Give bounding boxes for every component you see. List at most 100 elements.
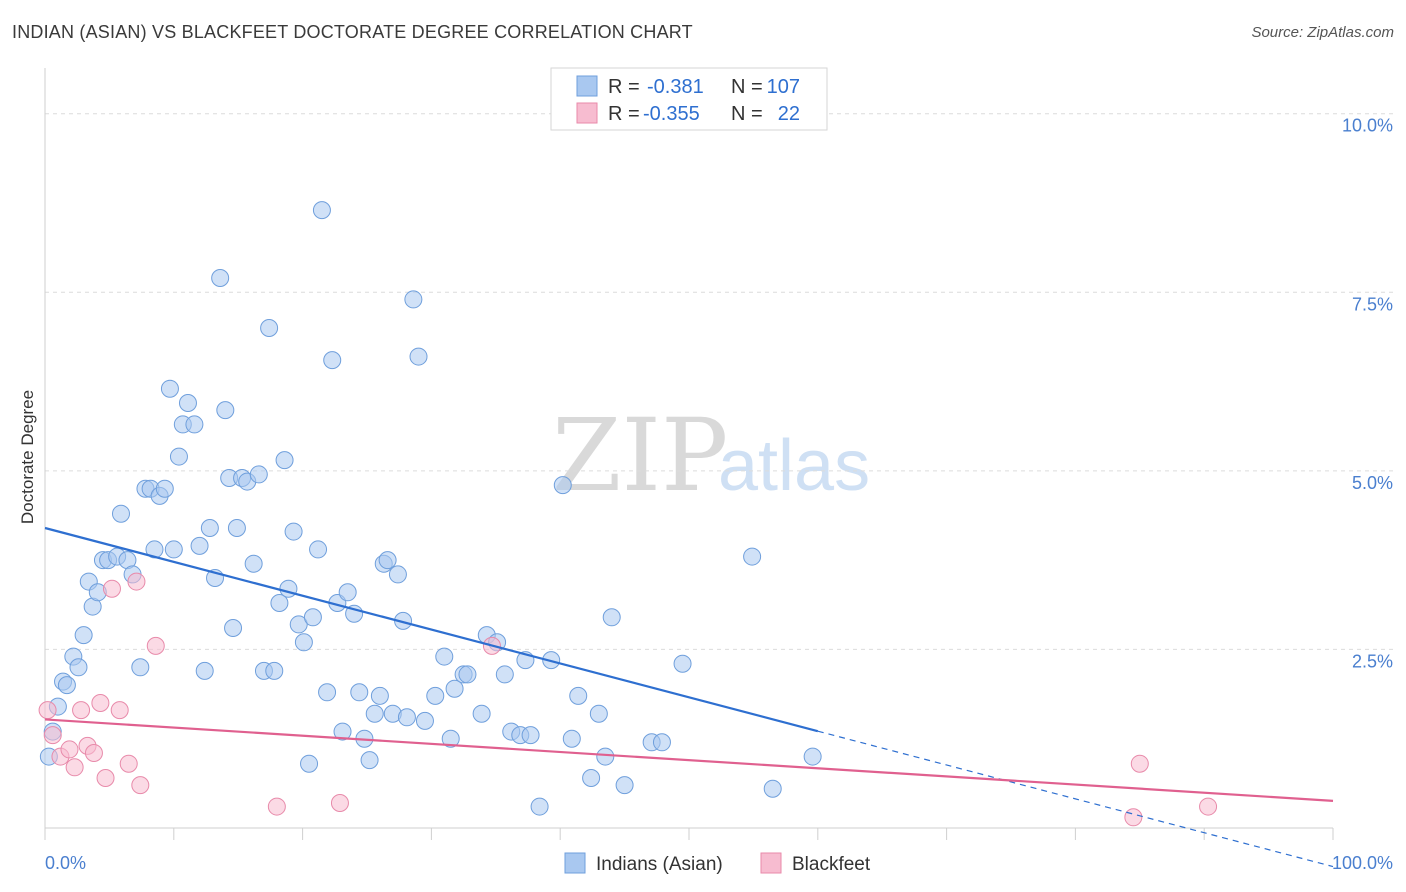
blackfeet-point-15 (146, 636, 165, 655)
legend-r-label-2: R = (608, 103, 640, 125)
legend-n-label-2: N = (731, 103, 763, 125)
bottom-legend-blackfeet: Blackfeet (792, 854, 871, 875)
blackfeet-point-3 (60, 740, 79, 759)
blackfeet-point-17 (330, 794, 349, 812)
indians-point-17 (131, 658, 150, 677)
indians-point-96 (596, 747, 615, 766)
blackfeet-point-4 (65, 758, 84, 777)
indians-point-80 (458, 665, 477, 684)
indians-point-93 (569, 686, 588, 705)
indians-point-69 (388, 565, 407, 584)
indians-point-46 (275, 451, 294, 470)
blackfeet-point-9 (96, 769, 115, 787)
indians-point-98 (615, 776, 634, 795)
grid-lines (45, 113, 1393, 650)
indians-point-71 (397, 708, 416, 727)
indians-point-101 (673, 654, 692, 673)
indians-point-103 (763, 779, 782, 798)
indians-point-61 (350, 683, 369, 702)
indians-point-77 (441, 729, 460, 748)
indians-point-6 (69, 658, 88, 677)
x-tick-marks (44, 828, 1334, 840)
blackfeet-point-19 (1124, 808, 1143, 827)
legend-swatch-indians (576, 75, 598, 97)
indians-point-100 (652, 733, 671, 752)
indians-point-89 (530, 797, 549, 816)
indians-point-97 (602, 608, 621, 627)
indians-point-94 (582, 769, 601, 787)
indians-point-56 (323, 351, 342, 370)
indians-point-30 (195, 661, 214, 680)
indians-point-81 (472, 704, 491, 723)
blackfeet-point-12 (119, 754, 138, 773)
trend-line-blackfeet (44, 718, 1334, 802)
source-label: Source: ZipAtlas.com (1251, 24, 1394, 41)
legend-r-value-2: -0.355 (643, 103, 700, 125)
indians-point-40 (244, 554, 263, 573)
legend-r-label-1: R = (608, 76, 640, 98)
indians-point-49 (289, 615, 308, 634)
chart-title: INDIAN (ASIAN) VS BLACKFEET DOCTORATE DE… (12, 22, 693, 42)
indians-point-29 (190, 536, 209, 555)
x-tick-label-max: 100.0% (1332, 853, 1393, 873)
x-tick-label-min: 0.0% (45, 853, 86, 873)
indians-point-48 (284, 522, 303, 541)
indians-point-88 (521, 726, 540, 745)
indians-point-92 (562, 729, 581, 748)
blackfeet-point-1 (43, 726, 62, 745)
indians-point-102 (743, 547, 762, 566)
indians-point-14 (111, 504, 130, 523)
indians-point-7 (74, 626, 93, 645)
blackfeet-point-10 (102, 579, 121, 598)
y-tick-label-0: 2.5% (1352, 651, 1393, 671)
indians-point-63 (360, 751, 379, 770)
legend-n-label-1: N = (731, 76, 763, 98)
indians-point-54 (312, 201, 331, 220)
y-tick-label-2: 7.5% (1352, 294, 1393, 314)
series-legend: Indians (Asian) Blackfeet (564, 852, 871, 875)
blackfeet-point-5 (72, 701, 91, 720)
indians-point-104 (803, 747, 822, 766)
indians-point-55 (318, 683, 337, 702)
y-tick-labels: 2.5% 5.0% 7.5% 10.0% (1342, 116, 1393, 672)
indians-point-67 (378, 551, 397, 570)
indians-point-65 (370, 686, 389, 705)
indians-point-4 (57, 676, 76, 695)
indians-point-84 (495, 665, 514, 684)
indians-point-20 (145, 540, 164, 559)
indians-point-41 (249, 465, 268, 484)
blackfeet-point-21 (1199, 797, 1218, 816)
indians-point-33 (211, 269, 230, 287)
indians-point-58 (333, 722, 352, 741)
indians-point-73 (409, 347, 428, 366)
blackfeet-point-0 (38, 701, 57, 720)
blackfeet-point-16 (267, 797, 286, 816)
indians-point-53 (309, 540, 328, 559)
indians-point-27 (178, 394, 197, 412)
indians-point-22 (155, 479, 174, 498)
blackfeet-point-7 (84, 744, 103, 762)
blackfeet-point-14 (131, 776, 150, 795)
legend-n-value-1: 107 (767, 76, 800, 98)
legend-n-value-2: 22 (778, 103, 800, 125)
indians-point-23 (160, 379, 179, 398)
indians-point-44 (265, 661, 284, 680)
indians-point-31 (200, 519, 219, 537)
indians-point-43 (260, 319, 279, 337)
indians-point-28 (185, 415, 204, 434)
legend-swatch-blackfeet (576, 102, 598, 124)
indians-point-50 (294, 633, 313, 652)
y-tick-label-3: 10.0% (1342, 116, 1393, 136)
series-blackfeet-points (38, 572, 1218, 827)
indians-point-52 (303, 608, 322, 627)
blackfeet-point-11 (110, 701, 129, 720)
indians-point-37 (227, 519, 246, 537)
indians-point-95 (589, 704, 608, 723)
indians-point-64 (365, 704, 384, 723)
indians-point-59 (338, 583, 357, 602)
blackfeet-point-20 (1130, 754, 1149, 773)
indians-point-36 (224, 619, 243, 637)
indians-point-24 (164, 540, 183, 559)
indians-point-74 (415, 711, 434, 730)
